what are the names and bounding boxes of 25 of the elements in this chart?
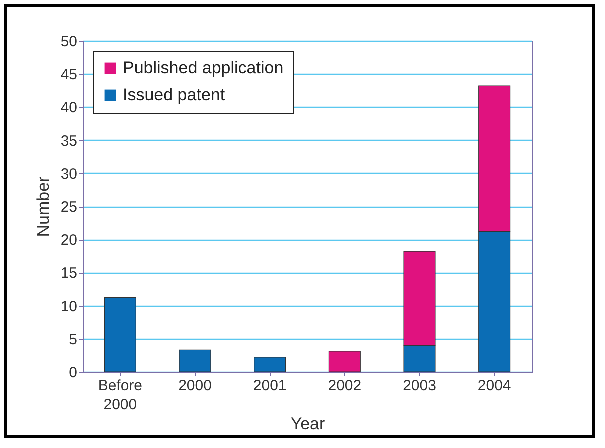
y-tick-label: 15 <box>60 265 78 282</box>
legend-label: Published application <box>123 58 284 78</box>
bar <box>104 298 136 372</box>
bar <box>179 350 212 372</box>
bar <box>328 351 361 372</box>
y-tick-label: 30 <box>60 166 78 183</box>
y-tick-label: 5 <box>69 331 78 348</box>
y-tick-label: 40 <box>60 100 78 117</box>
x-tick-label: 2003 <box>403 378 436 394</box>
y-tick-label: 0 <box>69 364 78 382</box>
legend-label: Issued patent <box>123 86 226 104</box>
x-tick-label: 2004 <box>478 378 512 394</box>
x-tick-label: 2000 <box>178 378 212 394</box>
y-tick-label: 20 <box>60 232 78 250</box>
y-tick-label: 25 <box>60 199 78 216</box>
y-tick-label: 35 <box>60 132 78 150</box>
bar <box>254 357 286 372</box>
x-tick-label: 2001 <box>253 378 287 394</box>
x-tick-label: 2002 <box>328 378 362 394</box>
y-tick-label: 10 <box>60 298 78 316</box>
x-tick-label: Before 2000 <box>98 378 143 414</box>
x-axis-title: Year <box>290 414 326 434</box>
y-tick-label: 45 <box>60 66 78 84</box>
y-axis-title: Number <box>34 176 53 238</box>
y-tick-label: 50 <box>60 34 78 50</box>
